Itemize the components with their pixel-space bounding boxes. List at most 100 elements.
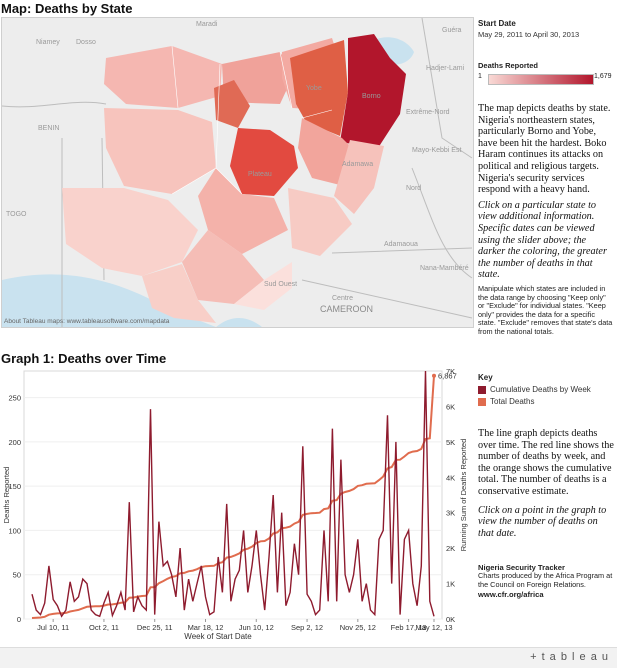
label-maradi: Maradi: [196, 21, 218, 28]
ocean-delta: [216, 317, 262, 327]
label-nana-mambere: Nana-Mambéré: [420, 265, 469, 272]
y2-tick-label: 4K: [446, 473, 455, 482]
series-layer[interactable]: [31, 370, 436, 619]
start-date-label: Start Date: [478, 19, 516, 28]
y2-tick-label: 6K: [446, 402, 455, 411]
nigeria-map[interactable]: Maradi Niamey Dosso Hadjer-Lami BENIN TO…: [2, 18, 473, 327]
map-note: Manipulate which states are included in …: [478, 283, 613, 336]
state-yobe[interactable]: [290, 40, 348, 136]
y-tick-label: 200: [8, 438, 21, 447]
map-panel[interactable]: Maradi Niamey Dosso Hadjer-Lami BENIN TO…: [1, 17, 474, 328]
state-oyo-ogun-ondo[interactable]: [62, 188, 198, 276]
key-item-weekly[interactable]: Cumulative Deaths by Week: [478, 385, 614, 394]
x-tick-label: Jul 10, 11: [37, 623, 69, 632]
state-adamawa[interactable]: [334, 140, 384, 214]
label-togo: TOGO: [6, 211, 27, 218]
key-label-total: Total Deaths: [490, 397, 535, 406]
y2-axis-title: Running Sum of Deaths Reported: [459, 439, 468, 552]
end-value-label: 6,867: [438, 372, 457, 381]
label-nord: Nord: [406, 185, 421, 192]
label-cameroon: CAMEROON: [320, 304, 373, 314]
y-tick-label: 250: [8, 394, 21, 403]
label-adamaoua: Adamaoua: [384, 241, 418, 248]
y2-tick-label: 2K: [446, 544, 455, 553]
state-sokoto-zamfara[interactable]: [104, 46, 222, 108]
legend-gradient: [488, 74, 594, 85]
x-tick-label: Nov 25, 12: [340, 623, 376, 632]
map-credit: About Tableau maps: www.tableausoftware.…: [4, 318, 170, 325]
key-title: Key: [478, 373, 493, 382]
label-yobe: Yobe: [306, 85, 322, 92]
key-swatch-weekly: [478, 385, 486, 394]
state-kaduna-north[interactable]: [214, 80, 250, 128]
x-axis-title: Week of Start Date: [184, 632, 252, 641]
legend-title: Deaths Reported: [478, 61, 539, 70]
y2-tick-label: 7K: [446, 367, 455, 376]
state-taraba[interactable]: [288, 188, 352, 256]
y2-tick-label: 3K: [446, 509, 455, 518]
graph-instruction: Click on a point in the graph to view th…: [478, 504, 607, 539]
x-tick-label: Feb 17, 13: [391, 623, 427, 632]
label-plateau: Plateau: [248, 171, 272, 178]
map-title: Map: Deaths by State: [1, 1, 133, 16]
state-benue-nasarawa[interactable]: [198, 168, 288, 254]
label-guera: Guéra: [442, 27, 462, 34]
footer-text: Charts produced by the Africa Program at…: [478, 571, 613, 589]
label-niamey: Niamey: [36, 39, 60, 46]
label-benin: BENIN: [38, 125, 59, 132]
label-centre: Centre: [332, 295, 353, 302]
place-labels: Maradi Niamey Dosso Hadjer-Lami BENIN TO…: [6, 21, 469, 314]
map-description: The map depicts deaths by state. Nigeria…: [478, 103, 611, 196]
footer-title: Nigeria Security Tracker: [478, 563, 565, 573]
state-borders: [171, 45, 333, 195]
x-tick-label: Oct 2, 11: [89, 623, 119, 632]
label-adamawa: Adamawa: [342, 161, 373, 168]
state-borno[interactable]: [340, 34, 406, 148]
series-line-total-deaths[interactable]: [31, 375, 435, 619]
deaths-line-chart[interactable]: 0 50 100 150 200 250 0K 1K 2K 3K 4K 5K 6K 7K Jul 10,…: [0, 365, 474, 647]
x-tick-label: Sep 2, 12: [291, 623, 323, 632]
x-tick-label: May 12, 13: [415, 623, 452, 632]
state-delta-rivers[interactable]: [142, 264, 216, 323]
ocean: [2, 274, 216, 327]
label-sud-ouest: Sud Ouest: [264, 281, 297, 288]
state-niger-kwara[interactable]: [104, 108, 216, 194]
plot-area: [23, 370, 443, 620]
footer-url[interactable]: www.cfr.org/africa: [478, 589, 544, 599]
right-axis-ticks: 0K 1K 2K 3K 4K 5K 6K 7K: [446, 367, 455, 624]
grid-lines: [24, 397, 442, 620]
graph-side-panel: Key Cumulative Deaths by Week Total Deat…: [478, 373, 614, 599]
y2-tick-label: 0K: [446, 615, 455, 624]
end-point-marker[interactable]: [432, 373, 436, 378]
left-axis-ticks: 0 50 100 150 200 250: [8, 394, 21, 624]
state-plateau[interactable]: [230, 128, 298, 196]
label-dosso: Dosso: [76, 39, 96, 46]
x-axis-ticks: Jul 10, 11 Oct 2, 11 Dec 25, 11 Mar 18, 12 J…: [37, 619, 453, 632]
graph-description: The line graph depicts deaths over time.…: [478, 428, 614, 497]
x-tick-label: Mar 18, 12: [188, 623, 224, 632]
y2-tick-label: 1K: [446, 580, 455, 589]
x-tick-label: Dec 25, 11: [137, 623, 173, 632]
tableau-logo[interactable]: + t a b l e a u: [530, 651, 609, 663]
footer-bar: + t a b l e a u: [0, 647, 617, 668]
y-tick-label: 100: [8, 526, 21, 535]
states-layer[interactable]: [62, 34, 406, 323]
y-tick-label: 150: [8, 482, 21, 491]
key-item-total[interactable]: Total Deaths: [478, 397, 614, 406]
state-cross-river[interactable]: [234, 262, 292, 310]
state-enugu-anambra[interactable]: [182, 230, 264, 304]
key-label-weekly: Cumulative Deaths by Week: [490, 385, 591, 394]
label-borno: Borno: [362, 93, 381, 100]
label-mayo-kebbi: Mayo-Kebbi Est: [412, 147, 461, 154]
label-extreme-nord: Extrême-Nord: [406, 109, 450, 116]
y-axis-title: Deaths Reported: [2, 467, 11, 524]
color-legend: 1 1,679: [478, 73, 614, 87]
y-tick-label: 50: [13, 571, 21, 580]
series-line-weekly-deaths[interactable]: [31, 370, 435, 618]
label-hadjer-lami: Hadjer-Lami: [426, 65, 465, 72]
start-date-range[interactable]: May 29, 2011 to April 30, 2013: [478, 30, 580, 39]
x-tick-label: Jun 10, 12: [239, 623, 274, 632]
map-side-panel: Start Date May 29, 2011 to April 30, 201…: [478, 19, 614, 336]
map-instruction: Click on a particular state to view addi…: [478, 199, 607, 281]
y2-tick-label: 5K: [446, 438, 455, 447]
